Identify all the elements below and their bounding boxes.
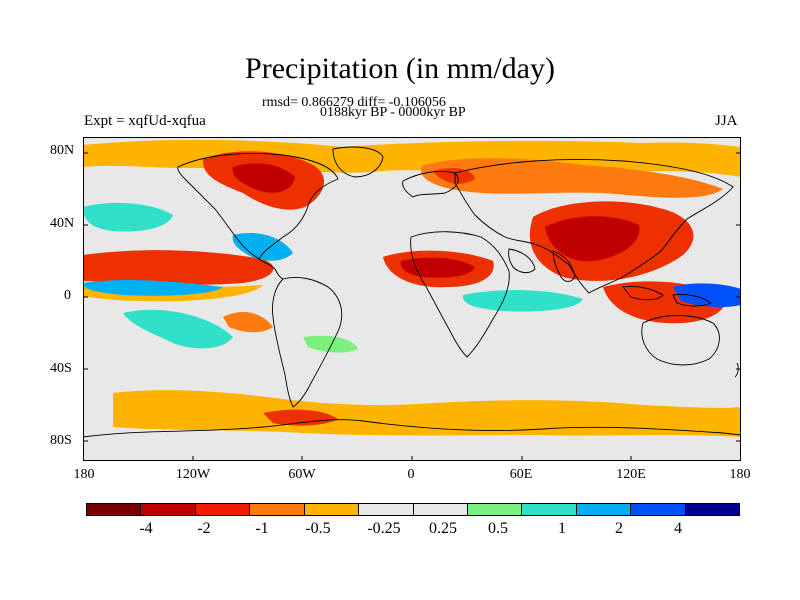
equatorial-pacific-wet [83,280,223,296]
colorbar-label: 0.25 [429,520,457,537]
coast-africa [410,231,510,358]
colorbar-swatch [250,504,305,515]
caribbean-wet [232,233,293,261]
xtick-180e: 180 [729,467,751,482]
coast-new-zealand [734,362,739,378]
xtick-60w: 60W [288,467,316,482]
coastlines [83,146,741,438]
coast-central-america [258,258,284,280]
coast-arabia [508,248,536,274]
coast-maritime [622,286,712,307]
precipitation-map [83,137,741,461]
xtick-120w: 120W [175,467,211,482]
colorbar-label: -0.5 [305,520,331,537]
colorbar-swatch [87,504,142,515]
ytick-80s: 80S [50,433,72,448]
anomaly-fields [83,139,741,437]
map-frame [83,137,741,461]
colorbar-swatch [522,504,577,515]
colorbar-swatch [685,504,740,515]
colorbar-swatch [359,504,414,515]
season-label: JJA [715,113,738,129]
colorbar-label: -1 [255,520,269,537]
xtick-60e: 60E [509,467,533,482]
coast-australia [641,315,720,366]
southern-mid-dry [113,390,741,437]
sahel-core [400,257,475,278]
period-label: 0188kyr BP - 0000kyr BP [320,105,466,120]
colorbar-swatch [631,504,686,515]
colorbar-swatch [576,504,632,515]
coast-asia [454,159,734,294]
atlantic-wet [462,290,583,312]
south-pacific-wet [123,309,233,349]
colorbar-label: 4 [674,520,682,537]
colorbar-swatch [304,504,360,515]
colorbar-label: 0.5 [488,520,508,537]
ytick-0: 0 [64,288,71,303]
page-title: Precipitation (in mm/day) [245,52,555,85]
eurasia-dry [421,158,723,198]
colorbar-label: 2 [615,520,623,537]
ytick-80n: 80N [50,143,75,158]
coast-greenland [332,146,384,178]
north-america-core [232,163,295,193]
rmsd-diff-stats: rmsd= 0.866279 diff= -0.106056 [262,95,446,110]
colorbar-label: -4 [139,520,153,537]
experiment-label: Expt = xqfUd-xqfua [84,113,206,129]
colorbar-swatch [413,504,468,515]
colorbar-label: 1 [558,520,566,537]
xtick-180w: 180 [73,467,95,482]
coast-antarctica [83,419,741,438]
ytick-40n: 40N [50,216,75,231]
coast-south-america [272,276,343,408]
southern-ocean-wet [303,335,358,353]
xtick-120e: 120E [616,467,646,482]
coast-india [552,250,576,282]
south-pacific-dry [223,312,273,333]
ytick-40s: 40S [50,361,72,376]
colorbar-swatch [467,504,523,515]
southern-ocean-dry-strong [263,409,338,426]
europe-core [433,168,475,184]
colorbar-label: -2 [197,520,211,537]
colorbar-label: -0.25 [367,520,401,537]
indian-ocean-wet [673,283,741,308]
coast-north-america [177,153,339,260]
colorbar [86,503,740,516]
pacific-itcz-dry [83,250,274,285]
xtick-0: 0 [407,467,415,482]
north-pacific-wet [83,202,173,232]
coast-europe [402,170,459,198]
colorbar-swatch [141,504,196,515]
asia-monsoon-core [545,216,640,262]
colorbar-swatch [195,504,251,515]
